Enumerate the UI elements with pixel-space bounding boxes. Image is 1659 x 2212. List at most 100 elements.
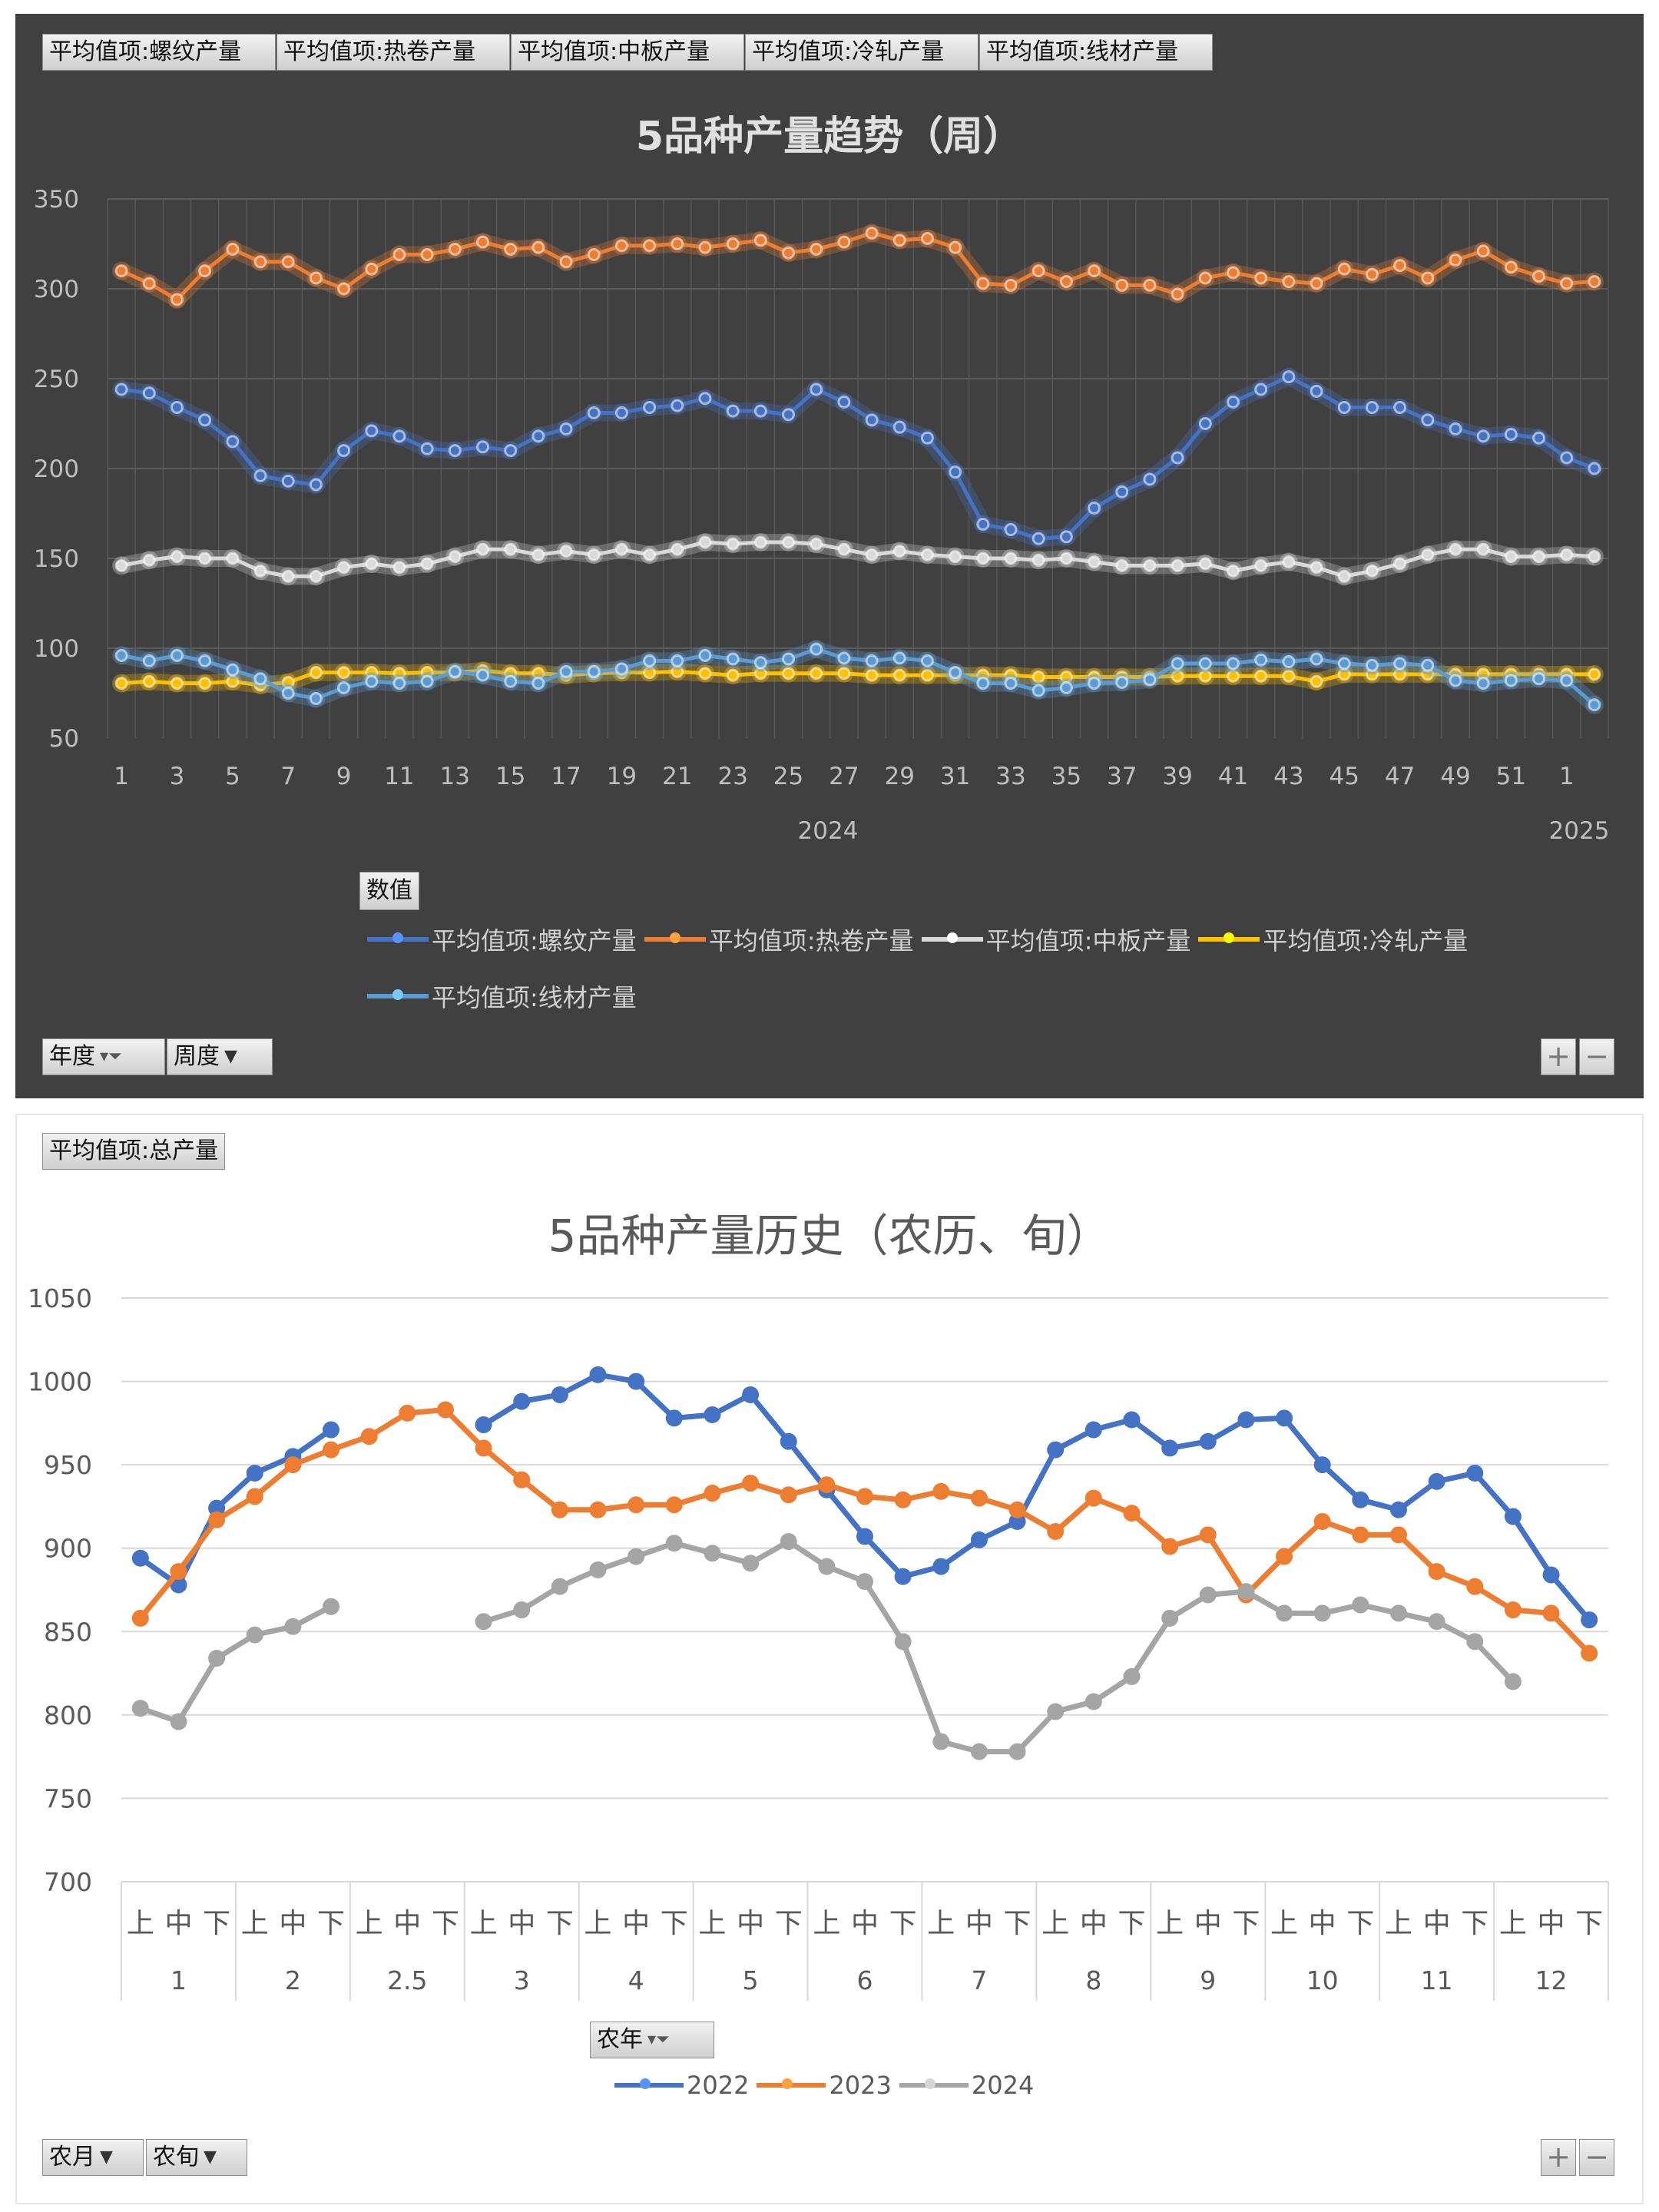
- data-point: [253, 564, 267, 578]
- expand-button[interactable]: +: [1541, 1038, 1576, 1075]
- week-axis-button[interactable]: 周度 ▼: [167, 1038, 273, 1075]
- data-point: [1532, 550, 1546, 564]
- series-field-button[interactable]: 平均值项:螺纹产量: [42, 34, 276, 71]
- x-period-label: 上: [241, 1908, 269, 1939]
- expand-button[interactable]: +: [1541, 2139, 1576, 2176]
- weekly-chart-title: 5品种产量趋势（周）: [635, 114, 1024, 160]
- data-point: [643, 400, 657, 414]
- data-point: [1581, 1611, 1598, 1629]
- legend-item[interactable]: 2024: [899, 2071, 1034, 2100]
- data-point: [1560, 276, 1574, 290]
- legend-line-marker-icon: [757, 2083, 826, 2088]
- x-period-label: 中: [1423, 1908, 1451, 1939]
- data-point: [1227, 266, 1240, 280]
- legend-label: 平均值项:热卷产量: [708, 926, 914, 955]
- x-tick-label: 37: [1107, 763, 1137, 790]
- lunar-period-button[interactable]: 农旬 ▼: [146, 2139, 247, 2176]
- collapse-button[interactable]: −: [1579, 1038, 1614, 1075]
- total-output-field-button[interactable]: 平均值项:总产量: [42, 1133, 226, 1170]
- data-point: [170, 677, 184, 690]
- data-point: [1504, 1673, 1522, 1690]
- series-field-button[interactable]: 平均值项:热卷产量: [276, 34, 510, 71]
- data-point: [1352, 1596, 1369, 1614]
- x-tick-label: 3: [170, 763, 185, 790]
- legend-item[interactable]: 平均值项:冷轧产量: [1198, 922, 1468, 957]
- data-point: [1143, 278, 1157, 292]
- data-point: [208, 1499, 226, 1517]
- data-point: [504, 243, 518, 257]
- data-point: [1088, 264, 1101, 278]
- data-point: [1313, 1456, 1331, 1474]
- data-point: [1310, 276, 1323, 290]
- series-field-button[interactable]: 平均值项:中板产量: [511, 34, 744, 71]
- data-point: [1560, 674, 1574, 687]
- data-point: [198, 654, 212, 667]
- data-point: [1123, 1411, 1141, 1429]
- data-point: [1466, 1465, 1484, 1482]
- data-point: [949, 550, 962, 564]
- filter-dropdown-icon: ▾⏷: [100, 1047, 122, 1066]
- data-point: [698, 392, 712, 406]
- data-point: [837, 667, 851, 680]
- data-point: [420, 557, 434, 571]
- data-point: [1254, 382, 1268, 396]
- legend-item[interactable]: 平均值项:热卷产量: [644, 922, 914, 957]
- data-point: [614, 239, 628, 253]
- data-point: [392, 561, 406, 575]
- weekly-chart-panel: [15, 14, 1644, 1098]
- data-point: [142, 386, 156, 400]
- data-point: [949, 666, 962, 680]
- lunar-year-button[interactable]: 农年 ▾⏷: [590, 2022, 714, 2058]
- data-point: [309, 666, 323, 680]
- data-point: [1031, 684, 1045, 697]
- x-period-label: 下: [1004, 1908, 1031, 1939]
- series-field-button[interactable]: 平均值项:线材产量: [979, 34, 1213, 71]
- lunar-month-label: 农月: [49, 2144, 95, 2171]
- year-axis-button[interactable]: 年度 ▾⏷: [42, 1038, 165, 1075]
- data-point: [1088, 555, 1101, 569]
- data-point: [1276, 1548, 1293, 1565]
- values-field-button[interactable]: 数值: [359, 872, 419, 910]
- legend-item[interactable]: 2022: [614, 2071, 749, 2100]
- data-point: [1389, 1526, 1407, 1544]
- data-point: [114, 558, 128, 572]
- data-point: [976, 677, 990, 690]
- data-point: [226, 663, 240, 677]
- collapse-button[interactable]: −: [1579, 2139, 1614, 2176]
- data-point: [1143, 558, 1157, 572]
- y-tick-label: 150: [34, 545, 79, 573]
- data-point: [513, 1601, 531, 1619]
- lunar-month-button[interactable]: 农月 ▼: [42, 2139, 144, 2176]
- data-point: [1310, 561, 1323, 575]
- legend-label: 2022: [687, 2071, 750, 2100]
- legend-item[interactable]: 平均值项:中板产量: [921, 922, 1190, 957]
- x-group-label: 2025: [1549, 817, 1610, 845]
- data-point: [531, 677, 545, 690]
- weekly-chart-legend: 平均值项:螺纹产量 平均值项:热卷产量 平均值项:中板产量 平均值项:冷轧产量平均值项…: [367, 922, 1481, 1014]
- data-point: [865, 654, 879, 667]
- data-point: [1449, 674, 1462, 687]
- data-point: [1198, 271, 1212, 285]
- y-tick-label: 700: [44, 1867, 92, 1897]
- legend-item[interactable]: 平均值项:线材产量: [367, 979, 637, 1014]
- data-point: [142, 674, 156, 688]
- data-point: [1310, 674, 1323, 688]
- data-point: [559, 664, 573, 678]
- data-point: [131, 1700, 149, 1717]
- data-point: [1313, 1512, 1331, 1530]
- legend-item[interactable]: 2023: [757, 2071, 892, 2100]
- data-point: [810, 667, 823, 680]
- data-point: [1008, 1501, 1026, 1518]
- legend-item[interactable]: 平均值项:螺纹产量: [367, 922, 637, 957]
- data-point: [253, 672, 267, 686]
- legend-line-marker-icon: [367, 937, 429, 942]
- series-field-button[interactable]: 平均值项:冷轧产量: [745, 34, 979, 71]
- data-point: [365, 424, 379, 438]
- data-point: [1532, 431, 1546, 445]
- data-point: [837, 542, 851, 556]
- data-point: [1310, 384, 1323, 398]
- data-point: [1449, 542, 1462, 556]
- data-point: [949, 465, 962, 479]
- legend-line-marker-icon: [921, 937, 983, 942]
- data-point: [448, 444, 462, 458]
